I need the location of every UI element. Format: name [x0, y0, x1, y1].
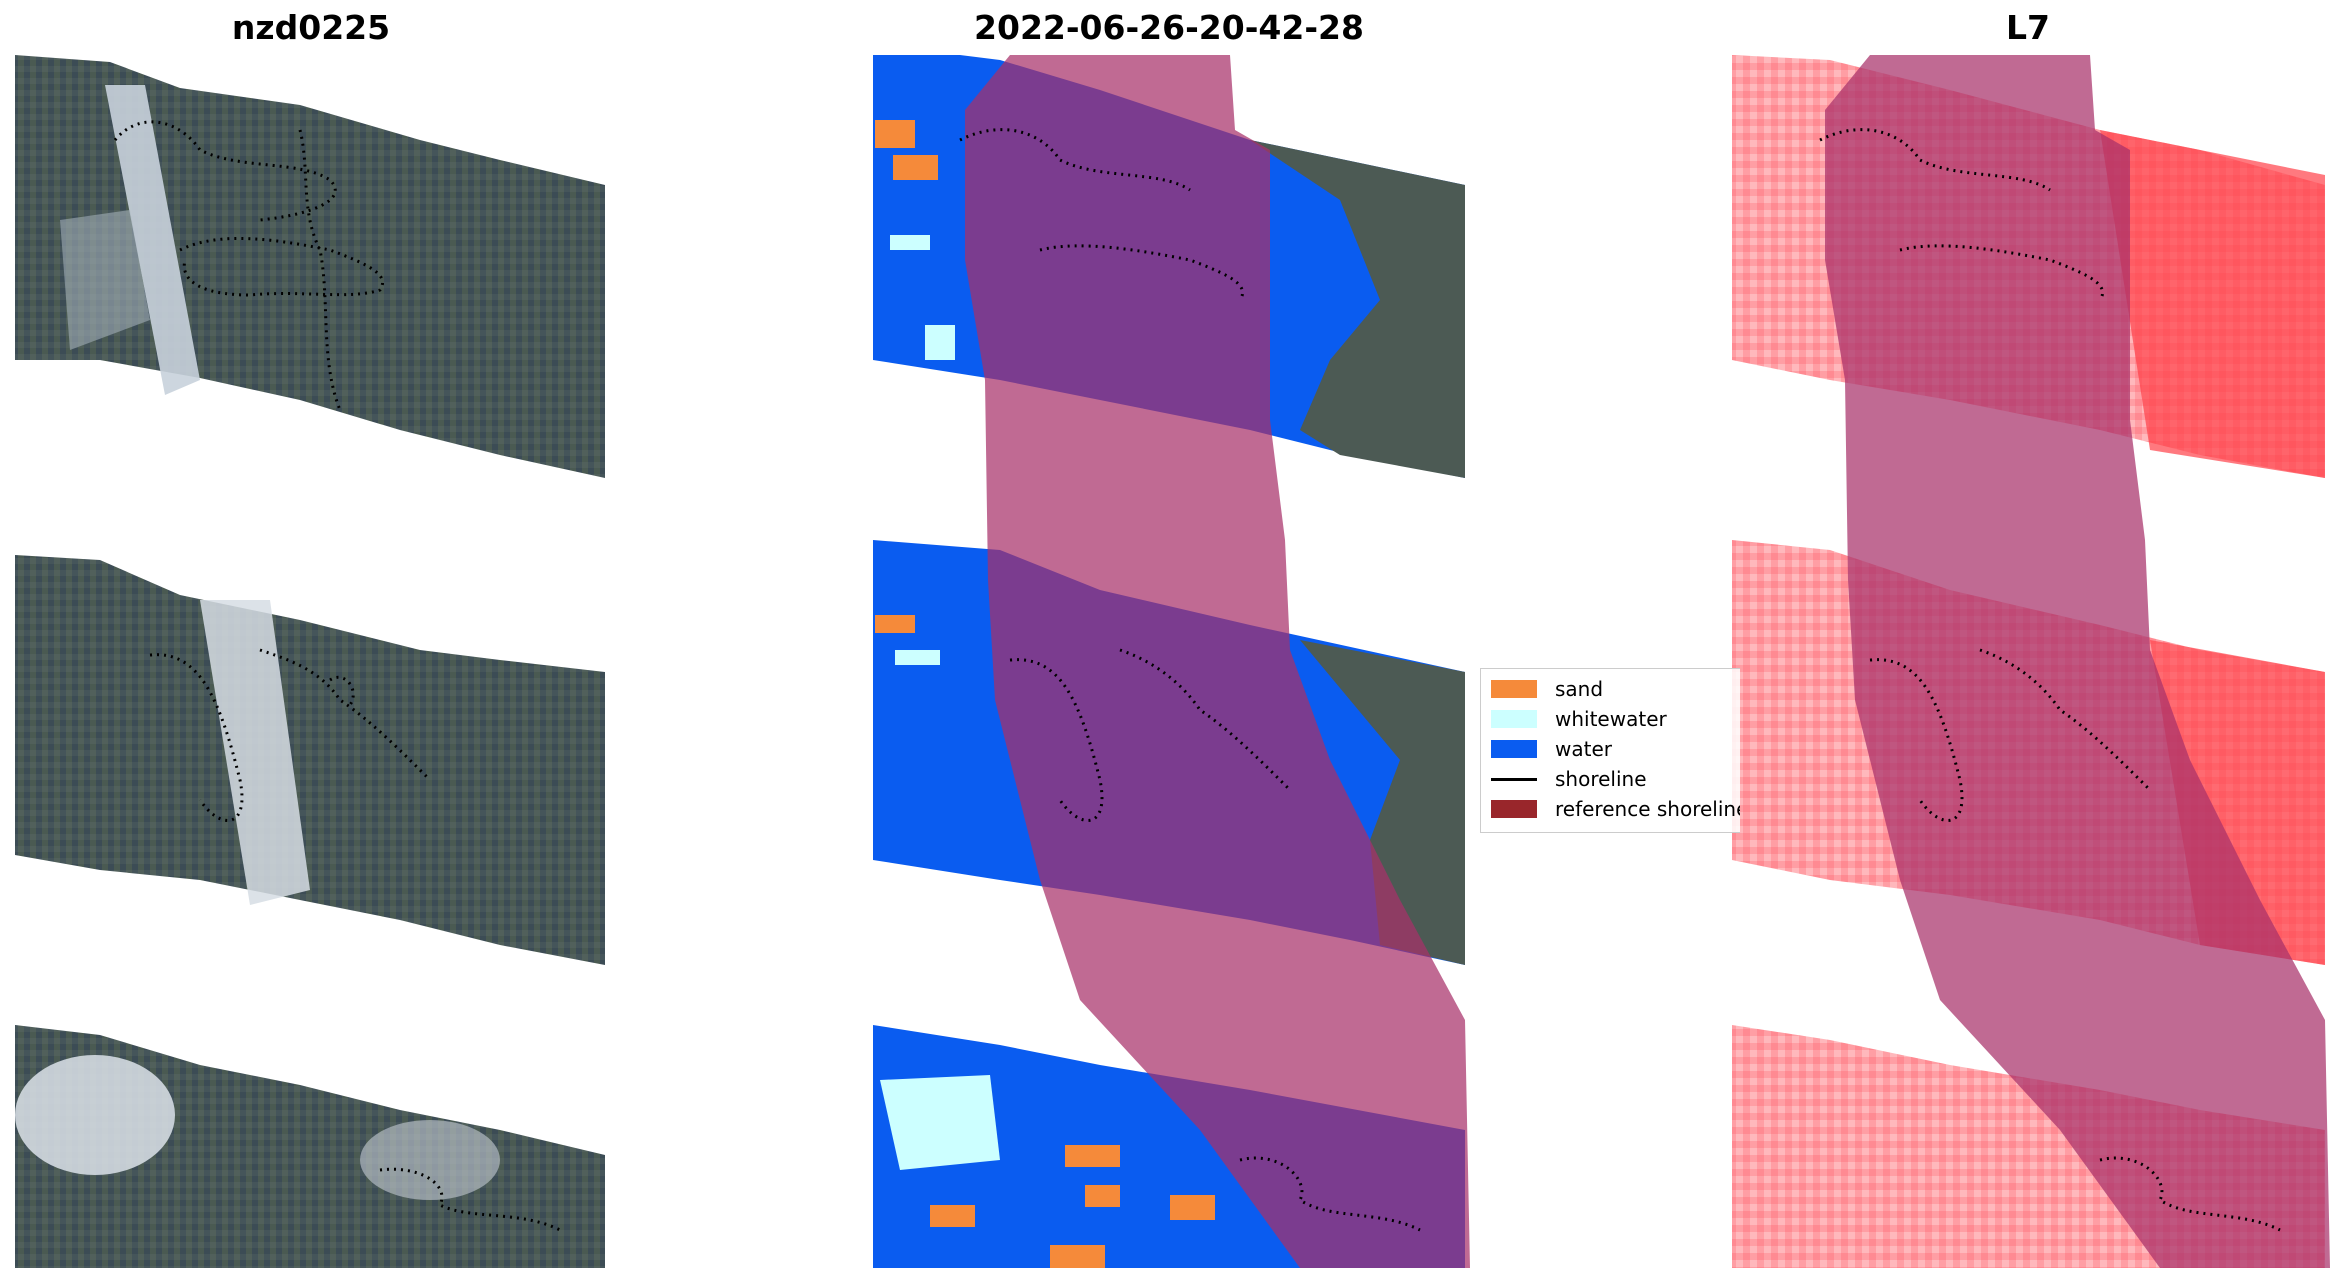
panel-title-classified: 2022-06-26-20-42-28	[974, 8, 1364, 47]
whitewater-patches	[890, 235, 955, 665]
legend-label-reference-shoreline: reference shoreline	[1555, 797, 1740, 821]
legend-label-shoreline: shoreline	[1555, 767, 1647, 791]
rgb-tile-bottom	[15, 1025, 605, 1268]
legend-swatch-water	[1491, 740, 1537, 758]
legend-swatch-whitewater	[1491, 710, 1537, 728]
legend-item-sand: sand	[1481, 675, 1603, 703]
legend-item-whitewater: whitewater	[1481, 705, 1667, 733]
legend-label-water: water	[1555, 737, 1612, 761]
index-buffer-band	[1825, 55, 2330, 1268]
rgb-tile-middle	[15, 555, 605, 965]
classified-panel	[873, 55, 1470, 1268]
legend-swatch-shoreline	[1491, 777, 1537, 781]
rgb-tile-top	[15, 55, 605, 478]
legend-item-shoreline: shoreline	[1481, 765, 1647, 793]
panel-title-rgb: nzd0225	[231, 8, 391, 47]
panel-title-index: L7	[2006, 8, 2050, 47]
rgb-shoreline	[113, 120, 561, 1232]
legend-item-water: water	[1481, 735, 1612, 763]
sand-patches	[875, 120, 1215, 1268]
legend: sand whitewater water shoreline referenc…	[1480, 668, 1740, 833]
index-panel	[1732, 55, 2330, 1268]
legend-swatch-sand	[1491, 680, 1537, 698]
rgb-panel	[15, 55, 605, 1268]
buffer-band	[965, 55, 1470, 1268]
legend-label-whitewater: whitewater	[1555, 707, 1667, 731]
index-shoreline	[1819, 128, 2281, 1232]
class-shoreline	[959, 128, 1421, 1232]
legend-swatch-reference-shoreline	[1491, 800, 1537, 818]
legend-item-reference-shoreline: reference shoreline	[1481, 795, 1740, 823]
legend-label-sand: sand	[1555, 677, 1604, 701]
